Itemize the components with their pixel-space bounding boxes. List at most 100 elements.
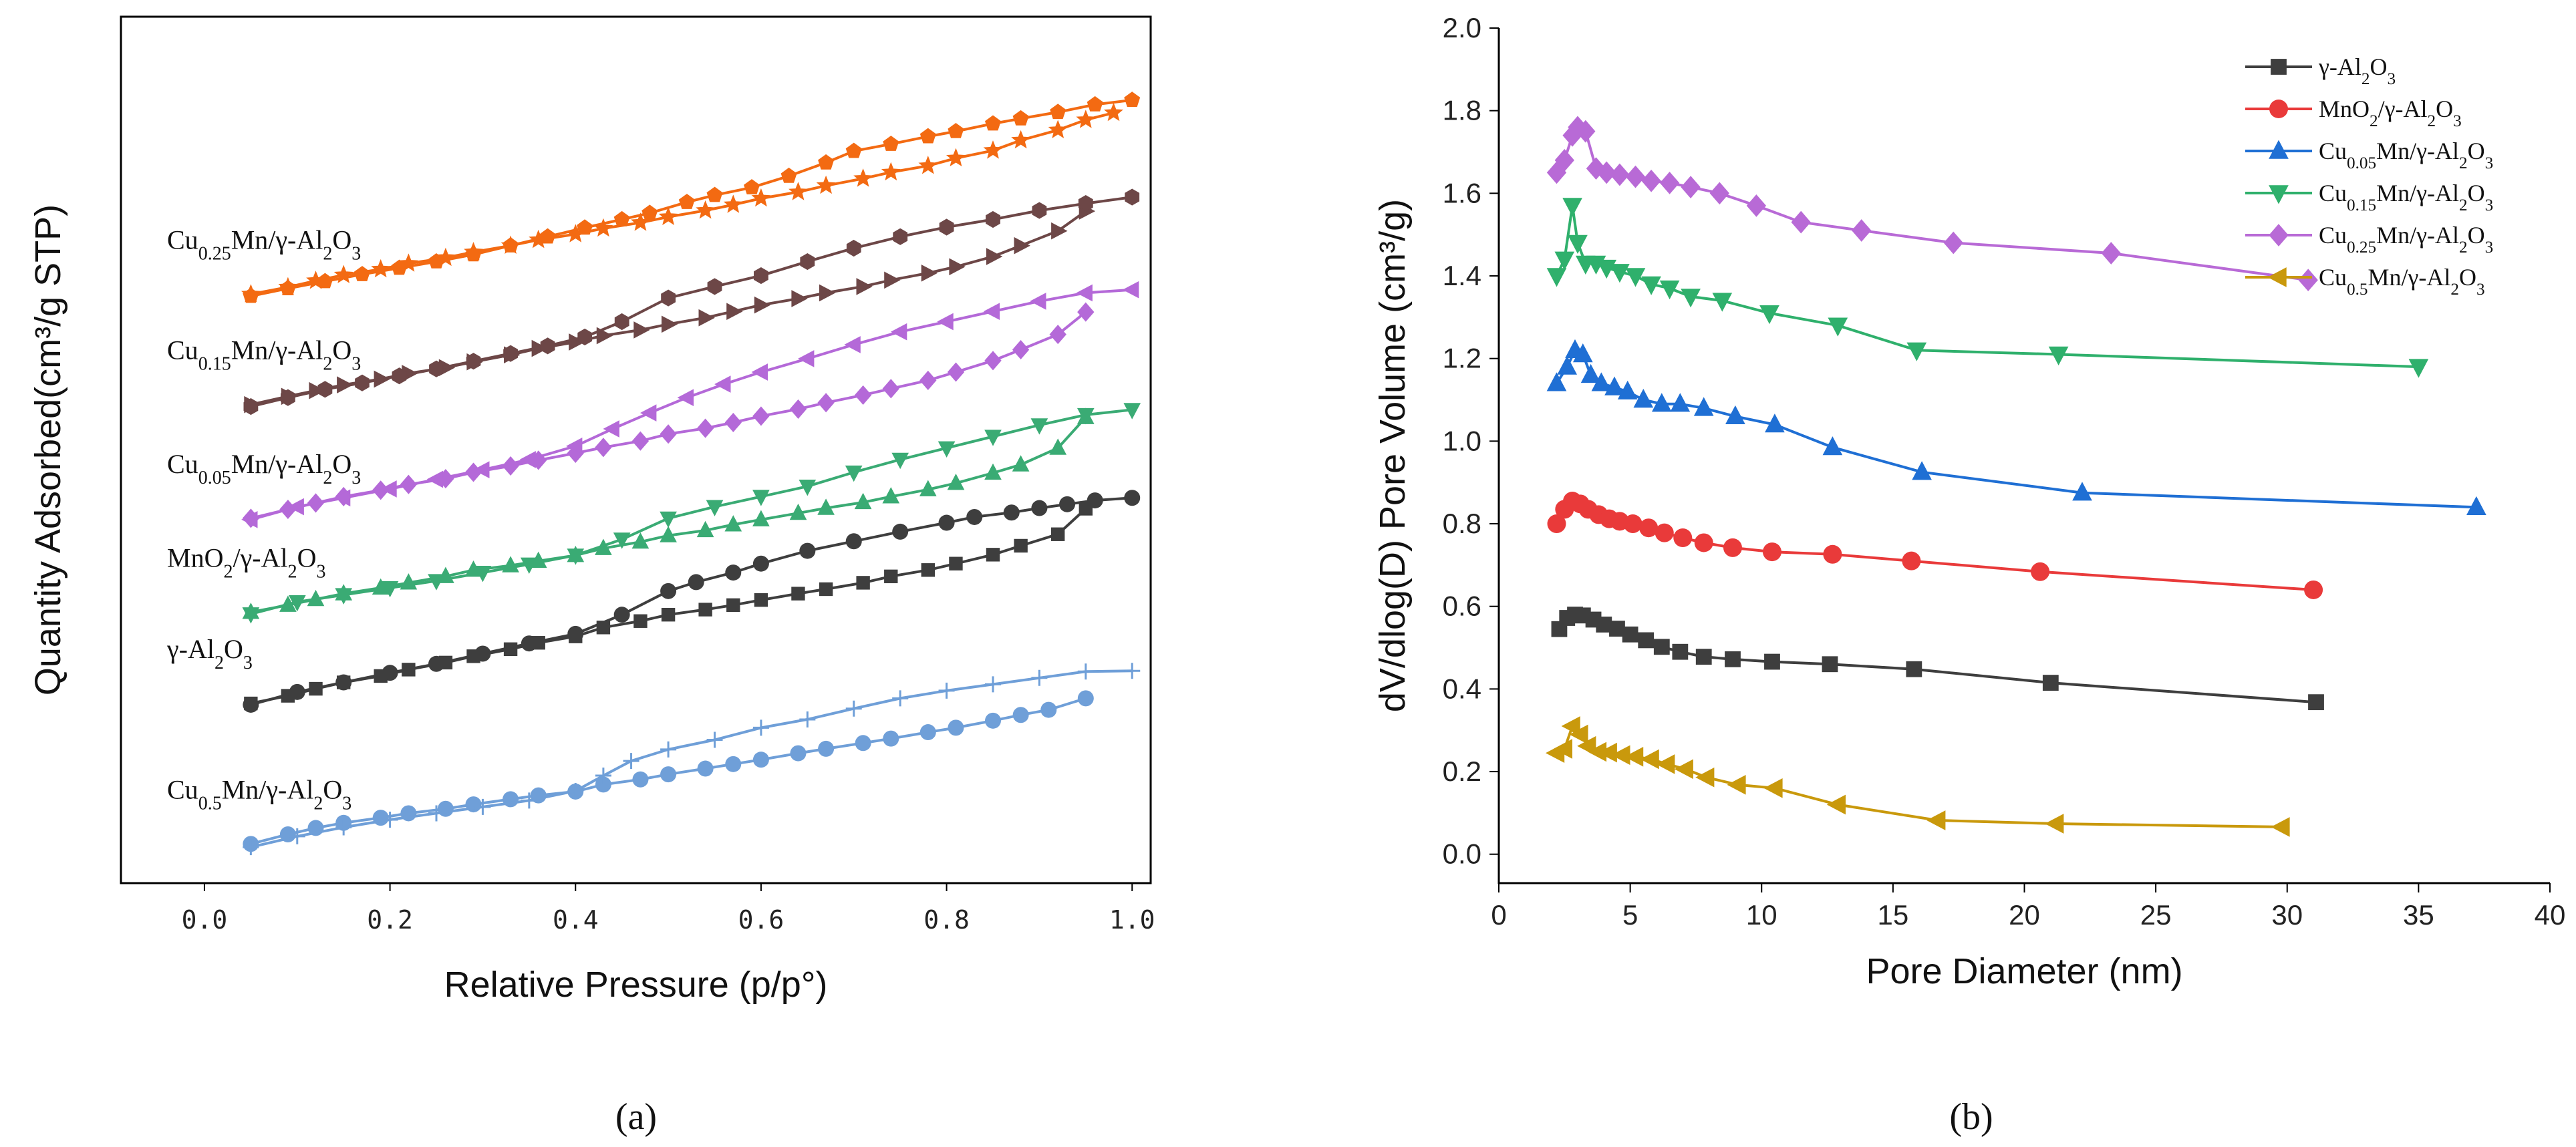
panel-b-legend-label: Cu0.05Mn/γ-Al2O3 bbox=[2319, 138, 2493, 172]
panel-a-point-adsorption bbox=[817, 393, 835, 413]
panel-b-point bbox=[1641, 169, 1661, 192]
panel-a-point-adsorption bbox=[754, 296, 771, 314]
panel-a-xlabel: Relative Pressure (p/p°) bbox=[444, 965, 828, 1005]
panel-a-series-label: Cu0.5Mn/γ-Al2O3 bbox=[167, 774, 351, 814]
panel-a-point-desorption bbox=[986, 210, 1000, 228]
panel-a-point-adsorption bbox=[631, 532, 650, 549]
panel-a-point-desorption bbox=[1125, 188, 1140, 206]
panel-b-ytick-label: 0.2 bbox=[1443, 756, 1481, 787]
panel-a-point-desorption bbox=[845, 533, 862, 550]
panel-a-point-desorption bbox=[938, 441, 956, 458]
panel-b-ytick-label: 0.0 bbox=[1443, 838, 1481, 870]
panel-b-ytick-label: 0.8 bbox=[1443, 508, 1481, 539]
panel-b-point bbox=[1823, 544, 1842, 564]
panel-b-point bbox=[1822, 436, 1843, 456]
panel-a-point-desorption bbox=[577, 328, 592, 345]
panel-a-point-desorption bbox=[1087, 492, 1103, 509]
panel-a-point-desorption bbox=[595, 768, 611, 784]
panel-a-point-adsorption bbox=[436, 247, 456, 267]
panel-a-point-desorption bbox=[1123, 403, 1141, 420]
panel-a-point-desorption bbox=[800, 253, 815, 271]
panel-b-point bbox=[1625, 268, 1646, 287]
panel-a-point-adsorption bbox=[884, 271, 901, 289]
panel-a-point-adsorption bbox=[751, 188, 771, 207]
panel-a-point-desorption bbox=[521, 635, 537, 652]
panel-b-point bbox=[1610, 264, 1630, 283]
panel-a-point-adsorption bbox=[697, 760, 714, 777]
panel-b-ylabel: dV/dlog(D) Pore Volume (cm³/g) bbox=[1373, 199, 1413, 712]
panel-a-point-desorption bbox=[725, 564, 742, 581]
panel-a-point-desorption bbox=[1031, 500, 1048, 516]
panel-a-point-desorption bbox=[818, 154, 835, 170]
panel-a-point-desorption bbox=[243, 839, 259, 856]
panel-a-series-1 bbox=[243, 490, 1141, 713]
panel-b-point bbox=[1596, 617, 1612, 633]
panel-a-point-adsorption bbox=[921, 264, 938, 282]
panel-a-point-desorption bbox=[985, 115, 1001, 131]
panel-b-point bbox=[1693, 397, 1714, 416]
panel-a-point-adsorption bbox=[819, 582, 833, 597]
panel-b-point bbox=[1695, 767, 1715, 788]
panel-a-point-desorption bbox=[938, 682, 955, 699]
panel-a-point-adsorption bbox=[752, 406, 770, 426]
panel-b-point bbox=[2072, 482, 2092, 501]
panel-a-point-desorption bbox=[893, 228, 908, 245]
panel-a-point-desorption bbox=[938, 514, 955, 531]
panel-b-point bbox=[1709, 182, 1729, 205]
panel-a-point-adsorption bbox=[789, 182, 808, 200]
panel-b-point bbox=[1653, 639, 1670, 655]
panel-b-point bbox=[1681, 289, 1701, 308]
panel-a-point-desorption bbox=[428, 805, 445, 822]
panel-b-line bbox=[1555, 499, 2314, 591]
panel-b-point bbox=[2304, 580, 2323, 599]
panel-a-point-adsorption bbox=[724, 412, 742, 433]
panel-b-line bbox=[1555, 205, 2419, 369]
panel-b-point bbox=[2466, 496, 2486, 515]
panel-a-point-desorption bbox=[678, 194, 695, 209]
panel-b-point bbox=[1625, 165, 1646, 188]
panel-b-point bbox=[1694, 533, 1713, 552]
panel-a-point-desorption bbox=[1031, 669, 1048, 686]
panel-a-point-adsorption bbox=[790, 745, 807, 762]
panel-b-point bbox=[1764, 653, 1780, 670]
panel-b-point bbox=[1852, 219, 1872, 242]
panel-a-point-desorption bbox=[353, 266, 370, 281]
panel-a-point-desorption bbox=[844, 336, 861, 353]
panel-b-point bbox=[1659, 280, 1680, 300]
panel-a-point-adsorption bbox=[854, 492, 872, 510]
panel-a-point-desorption bbox=[613, 532, 631, 549]
panel-a-xtick-label: 0.4 bbox=[553, 905, 599, 935]
panel-a-point-desorption bbox=[846, 239, 861, 257]
panel-a-point-desorption bbox=[660, 741, 677, 758]
panel-a-point-adsorption bbox=[984, 463, 1002, 480]
panel-a-point-desorption bbox=[391, 259, 408, 275]
panel-b-point bbox=[1561, 716, 1580, 736]
panel-b-point bbox=[1557, 355, 1578, 375]
panel-b-point bbox=[1674, 759, 1693, 780]
panel-b-legend-marker bbox=[2267, 267, 2287, 287]
panel-b-point bbox=[1902, 551, 1921, 570]
panel-a-point-desorption bbox=[798, 350, 815, 367]
panel-b-ytick-label: 1.8 bbox=[1443, 95, 1481, 126]
panel-b-point bbox=[1822, 656, 1838, 673]
panel-a-point-adsorption bbox=[919, 724, 936, 741]
panel-a-point-desorption bbox=[984, 676, 1001, 693]
panel-b-point bbox=[1712, 293, 1733, 312]
panel-a-point-adsorption bbox=[986, 548, 1000, 562]
panel-a-point-adsorption bbox=[1049, 325, 1066, 345]
panel-a-point-desorption bbox=[317, 273, 333, 289]
panel-b-point bbox=[1723, 538, 1742, 557]
panel-b-point bbox=[1759, 305, 1779, 325]
panel-a-point-desorption bbox=[706, 500, 724, 516]
panel-b-xtick-label: 20 bbox=[2009, 899, 2040, 931]
panel-a-series-label: Cu0.05Mn/γ-Al2O3 bbox=[167, 449, 361, 488]
panel-a-point-adsorption bbox=[632, 771, 649, 788]
panel-a-line-desorption bbox=[250, 196, 1133, 408]
panel-a-point-adsorption bbox=[919, 370, 937, 390]
panel-a-point-desorption bbox=[521, 792, 537, 809]
panel-a-point-desorption bbox=[660, 511, 677, 528]
panel-b-point bbox=[1553, 739, 1572, 759]
panel-a-point-adsorption bbox=[791, 587, 805, 601]
panel-b-point bbox=[1695, 649, 1712, 665]
